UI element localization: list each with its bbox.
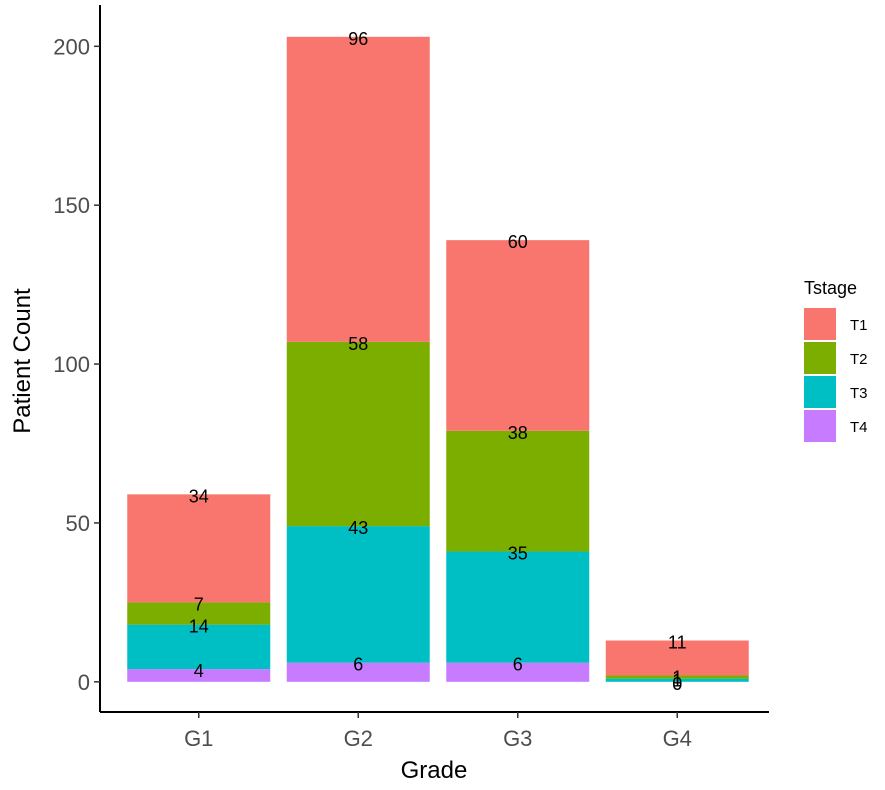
data-label-g1-t3: 14 <box>189 617 209 637</box>
bar-g2-t3 <box>286 526 430 663</box>
data-label-g4-t4: 0 <box>672 674 682 694</box>
legend-key-t4 <box>804 410 836 442</box>
x-tick-label: G2 <box>344 726 373 751</box>
data-label-g3-t2: 38 <box>508 423 528 443</box>
data-label-g2-t1: 96 <box>348 29 368 49</box>
bar-g1-t3 <box>127 624 271 670</box>
y-tick-label: 50 <box>66 511 90 536</box>
bar-g3-t2 <box>446 430 590 552</box>
data-label-g4-t3: 1 <box>672 671 682 691</box>
y-tick-label: 200 <box>53 34 90 59</box>
bar-g4-t1 <box>605 640 749 676</box>
x-ticks: G1 G2 G3 G4 <box>184 712 692 751</box>
data-label-g1-t1: 34 <box>189 486 209 506</box>
bar-g4-t3 <box>605 678 749 682</box>
y-tick-label: 0 <box>78 670 90 695</box>
y-ticks: 0 50 100 150 200 <box>53 34 100 695</box>
bar-g1-t1 <box>127 494 271 603</box>
legend-label-t4: T4 <box>850 419 868 436</box>
bars-layer <box>127 36 749 682</box>
legend-title: Tstage <box>804 278 857 298</box>
legend: Tstage T1 T2 T3 T4 <box>804 278 868 442</box>
data-label-g3-t3: 35 <box>508 544 528 564</box>
bar-g3-t3 <box>446 551 590 663</box>
data-label-g2-t4: 6 <box>353 655 363 675</box>
bar-g2-t4 <box>286 662 430 682</box>
bar-g2-t1 <box>286 36 430 342</box>
bar-g3-t1 <box>446 240 590 431</box>
data-label-g4-t1: 11 <box>668 633 687 653</box>
y-tick-label: 150 <box>53 193 90 218</box>
y-axis-title: Patient Count <box>9 288 36 434</box>
legend-key-t3 <box>804 376 836 408</box>
data-label-g1-t4: 4 <box>194 661 204 681</box>
bar-g3-t4 <box>446 662 590 682</box>
legend-key-t1 <box>804 308 836 340</box>
bar-g1-t2 <box>127 602 271 625</box>
y-tick-label: 100 <box>53 352 90 377</box>
x-axis-title: Grade <box>401 757 468 784</box>
data-label-g2-t2: 58 <box>348 334 368 354</box>
bar-g4-t2 <box>605 675 749 679</box>
legend-key-t2 <box>804 342 836 374</box>
bar-g2-t2 <box>286 341 430 527</box>
axes-layer <box>99 5 769 713</box>
bar-g1-t4 <box>127 669 271 682</box>
legend-label-t1: T1 <box>850 317 868 334</box>
legend-label-t3: T3 <box>850 385 868 402</box>
data-label-g4-t2: 1 <box>672 667 682 687</box>
data-label-g1-t2: 7 <box>194 594 204 614</box>
x-tick-label: G3 <box>503 726 532 751</box>
data-label-g3-t4: 6 <box>513 655 523 675</box>
x-tick-label: G1 <box>184 726 213 751</box>
x-tick-label: G4 <box>663 726 692 751</box>
legend-label-t2: T2 <box>850 351 868 368</box>
data-label-g2-t3: 43 <box>348 518 368 538</box>
data-label-g3-t1: 60 <box>508 232 528 252</box>
